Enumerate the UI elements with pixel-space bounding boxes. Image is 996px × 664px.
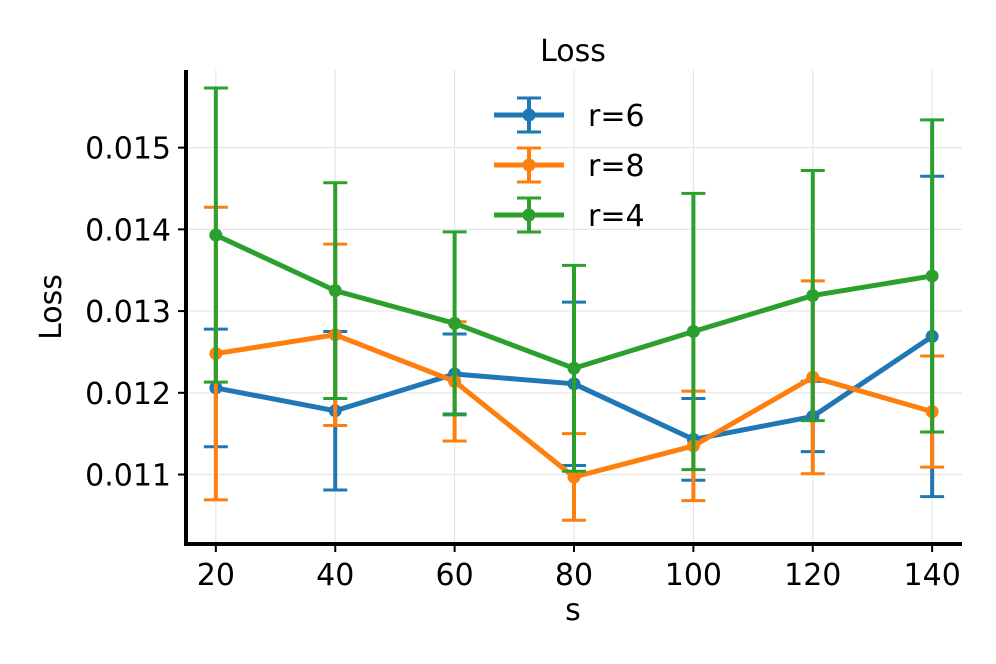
data-point bbox=[567, 470, 581, 484]
x-tick-label: 120 bbox=[784, 558, 841, 593]
data-point bbox=[925, 269, 939, 283]
legend-label: r=4 bbox=[588, 199, 645, 234]
y-tick-label: 0.012 bbox=[85, 377, 171, 412]
legend-marker bbox=[522, 208, 536, 222]
legend-entry-r=6: r=6 bbox=[494, 96, 645, 134]
y-axis-label: Loss bbox=[34, 274, 69, 340]
legend-marker bbox=[522, 108, 536, 122]
x-axis-label: s bbox=[565, 593, 581, 628]
data-point bbox=[686, 325, 700, 339]
x-tick-label: 140 bbox=[904, 558, 961, 593]
series-layer bbox=[203, 86, 945, 522]
x-tick-label: 20 bbox=[197, 558, 235, 593]
legend-marker bbox=[522, 158, 536, 172]
series-r=4 bbox=[203, 86, 945, 473]
y-tick-label: 0.015 bbox=[85, 132, 171, 167]
ticks: 20 40 60 80 100 120 140 0.011 0.012 0.013 0.014 0.0… bbox=[85, 132, 961, 593]
legend-entry-r=8: r=8 bbox=[494, 146, 645, 184]
data-point bbox=[806, 289, 820, 303]
legend-label: r=8 bbox=[588, 149, 645, 184]
x-tick-label: 40 bbox=[316, 558, 354, 593]
data-point bbox=[567, 361, 581, 375]
legend: r=6 r=8 r=4 bbox=[494, 96, 645, 234]
chart-title: Loss bbox=[540, 34, 606, 69]
y-tick-label: 0.011 bbox=[85, 459, 171, 494]
x-tick-label: 60 bbox=[436, 558, 474, 593]
legend-entry-r=4: r=4 bbox=[494, 196, 645, 234]
y-tick-label: 0.014 bbox=[85, 213, 171, 248]
x-tick-label: 80 bbox=[555, 558, 593, 593]
y-tick-label: 0.013 bbox=[85, 295, 171, 330]
legend-label: r=6 bbox=[588, 99, 645, 134]
data-point bbox=[328, 284, 342, 298]
data-point bbox=[209, 228, 223, 242]
x-tick-label: 100 bbox=[665, 558, 722, 593]
data-point bbox=[448, 316, 462, 330]
